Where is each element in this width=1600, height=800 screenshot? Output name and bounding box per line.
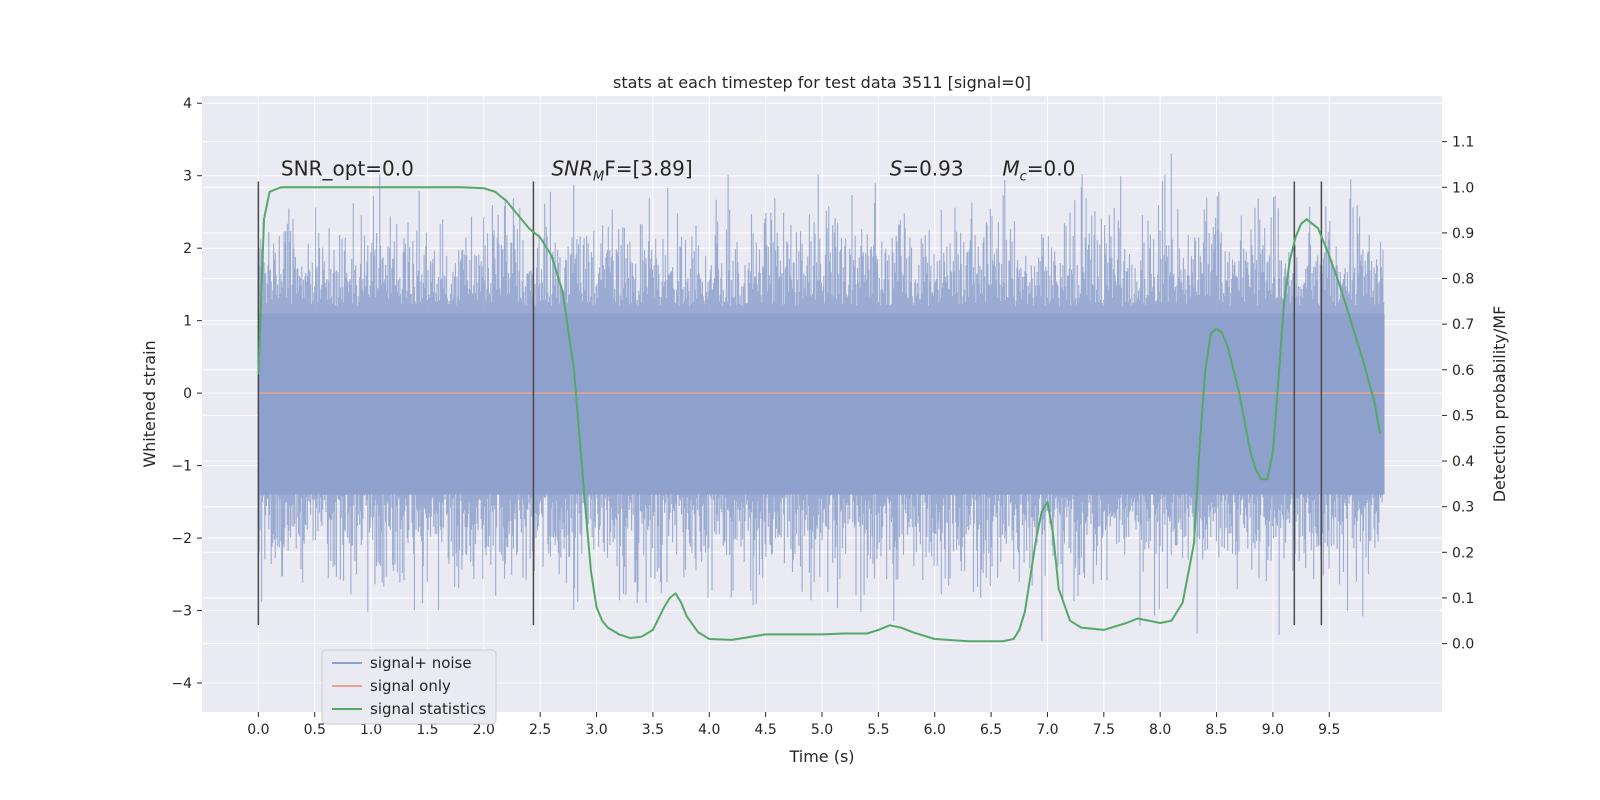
x-tick-label: 4.5 xyxy=(755,722,777,738)
y2-tick-label: 1.0 xyxy=(1452,180,1474,196)
x-tick-label: 1.5 xyxy=(416,722,438,738)
x-tick-label: 3.5 xyxy=(642,722,664,738)
annotations: SNR_opt=0.0 SNRMF=[3.89] S=0.93 Mc=0.0 xyxy=(281,157,1075,185)
x-tick-label: 9.5 xyxy=(1318,722,1340,738)
x-tick-label: 5.0 xyxy=(811,722,833,738)
x-tick-label: 3.0 xyxy=(585,722,607,738)
y2-tick-label: 0.5 xyxy=(1452,408,1474,424)
x-tick-label: 6.5 xyxy=(980,722,1002,738)
x-tick-label: 1.0 xyxy=(360,722,382,738)
y2-tick-label: 0.1 xyxy=(1452,591,1474,607)
y-tick-label: −3 xyxy=(171,604,192,620)
y-axis-ticks: −4 −3 −2 −1 0 1 2 3 4 xyxy=(171,96,202,692)
y2-tick-label: 0.9 xyxy=(1452,226,1474,242)
x-tick-label: 4.0 xyxy=(698,722,720,738)
y-tick-label: 2 xyxy=(183,241,192,257)
annotation-snr-mf: SNRMF=[3.89] xyxy=(551,157,692,185)
y2-tick-label: 0.8 xyxy=(1452,272,1474,288)
signal-statistics-line xyxy=(257,186,1381,643)
y2-axis-label: Detection probability/MF xyxy=(1490,306,1509,503)
y-tick-label: −4 xyxy=(171,676,192,692)
y2-tick-label: 1.1 xyxy=(1452,135,1474,151)
y2-tick-label: 0.6 xyxy=(1452,363,1474,379)
x-axis-label: Time (s) xyxy=(788,747,854,766)
y-tick-label: 3 xyxy=(183,169,192,185)
legend-label-signal-only: signal only xyxy=(370,677,451,695)
chart-title: stats at each timestep for test data 351… xyxy=(613,73,1031,92)
annotation-snr-opt: SNR_opt=0.0 xyxy=(281,157,414,181)
annotation-stat-s: S=0.93 xyxy=(890,157,964,181)
legend-box xyxy=(321,649,497,725)
annotation-mc: Mc=0.0 xyxy=(1002,157,1075,185)
legend: signal+ noise signal only signal statist… xyxy=(321,649,497,725)
x-tick-label: 8.5 xyxy=(1205,722,1227,738)
legend-label-signal-noise: signal+ noise xyxy=(370,654,472,672)
y2-tick-label: 0.7 xyxy=(1452,317,1474,333)
y-tick-label: 4 xyxy=(183,96,192,112)
x-tick-label: 9.0 xyxy=(1262,722,1284,738)
y-axis-label: Whitened strain xyxy=(140,340,159,467)
legend-label-signal-statistics: signal statistics xyxy=(370,700,486,718)
y-tick-label: −1 xyxy=(171,459,192,475)
y2-tick-label: 0.4 xyxy=(1452,454,1474,470)
x-tick-label: 7.5 xyxy=(1093,722,1115,738)
y2-tick-label: 0.0 xyxy=(1452,637,1474,653)
x-tick-label: 2.5 xyxy=(529,722,551,738)
noise-series xyxy=(257,153,1385,641)
y-tick-label: 1 xyxy=(183,314,192,330)
x-tick-label: 0.5 xyxy=(304,722,326,738)
x-tick-label: 8.0 xyxy=(1149,722,1171,738)
y-tick-label: 0 xyxy=(183,386,192,402)
series-marks xyxy=(257,181,1385,643)
y2-axis-ticks: 0.0 0.1 0.2 0.3 0.4 0.5 0.6 0.7 0.8 0.9 1.0 1.1 xyxy=(1442,135,1474,653)
x-tick-label: 0.0 xyxy=(247,722,269,738)
y2-tick-label: 0.2 xyxy=(1452,545,1474,561)
y-tick-label: −2 xyxy=(171,531,192,547)
x-tick-label: 7.0 xyxy=(1036,722,1058,738)
x-axis-ticks: 0.0 0.5 1.0 1.5 2.0 2.5 3.0 3.5 4.0 4.5 5.0 5.5 6.0 6… xyxy=(247,712,1340,738)
x-tick-label: 5.5 xyxy=(867,722,889,738)
y2-tick-label: 0.3 xyxy=(1452,500,1474,516)
x-tick-label: 2.0 xyxy=(473,722,495,738)
x-tick-label: 6.0 xyxy=(924,722,946,738)
